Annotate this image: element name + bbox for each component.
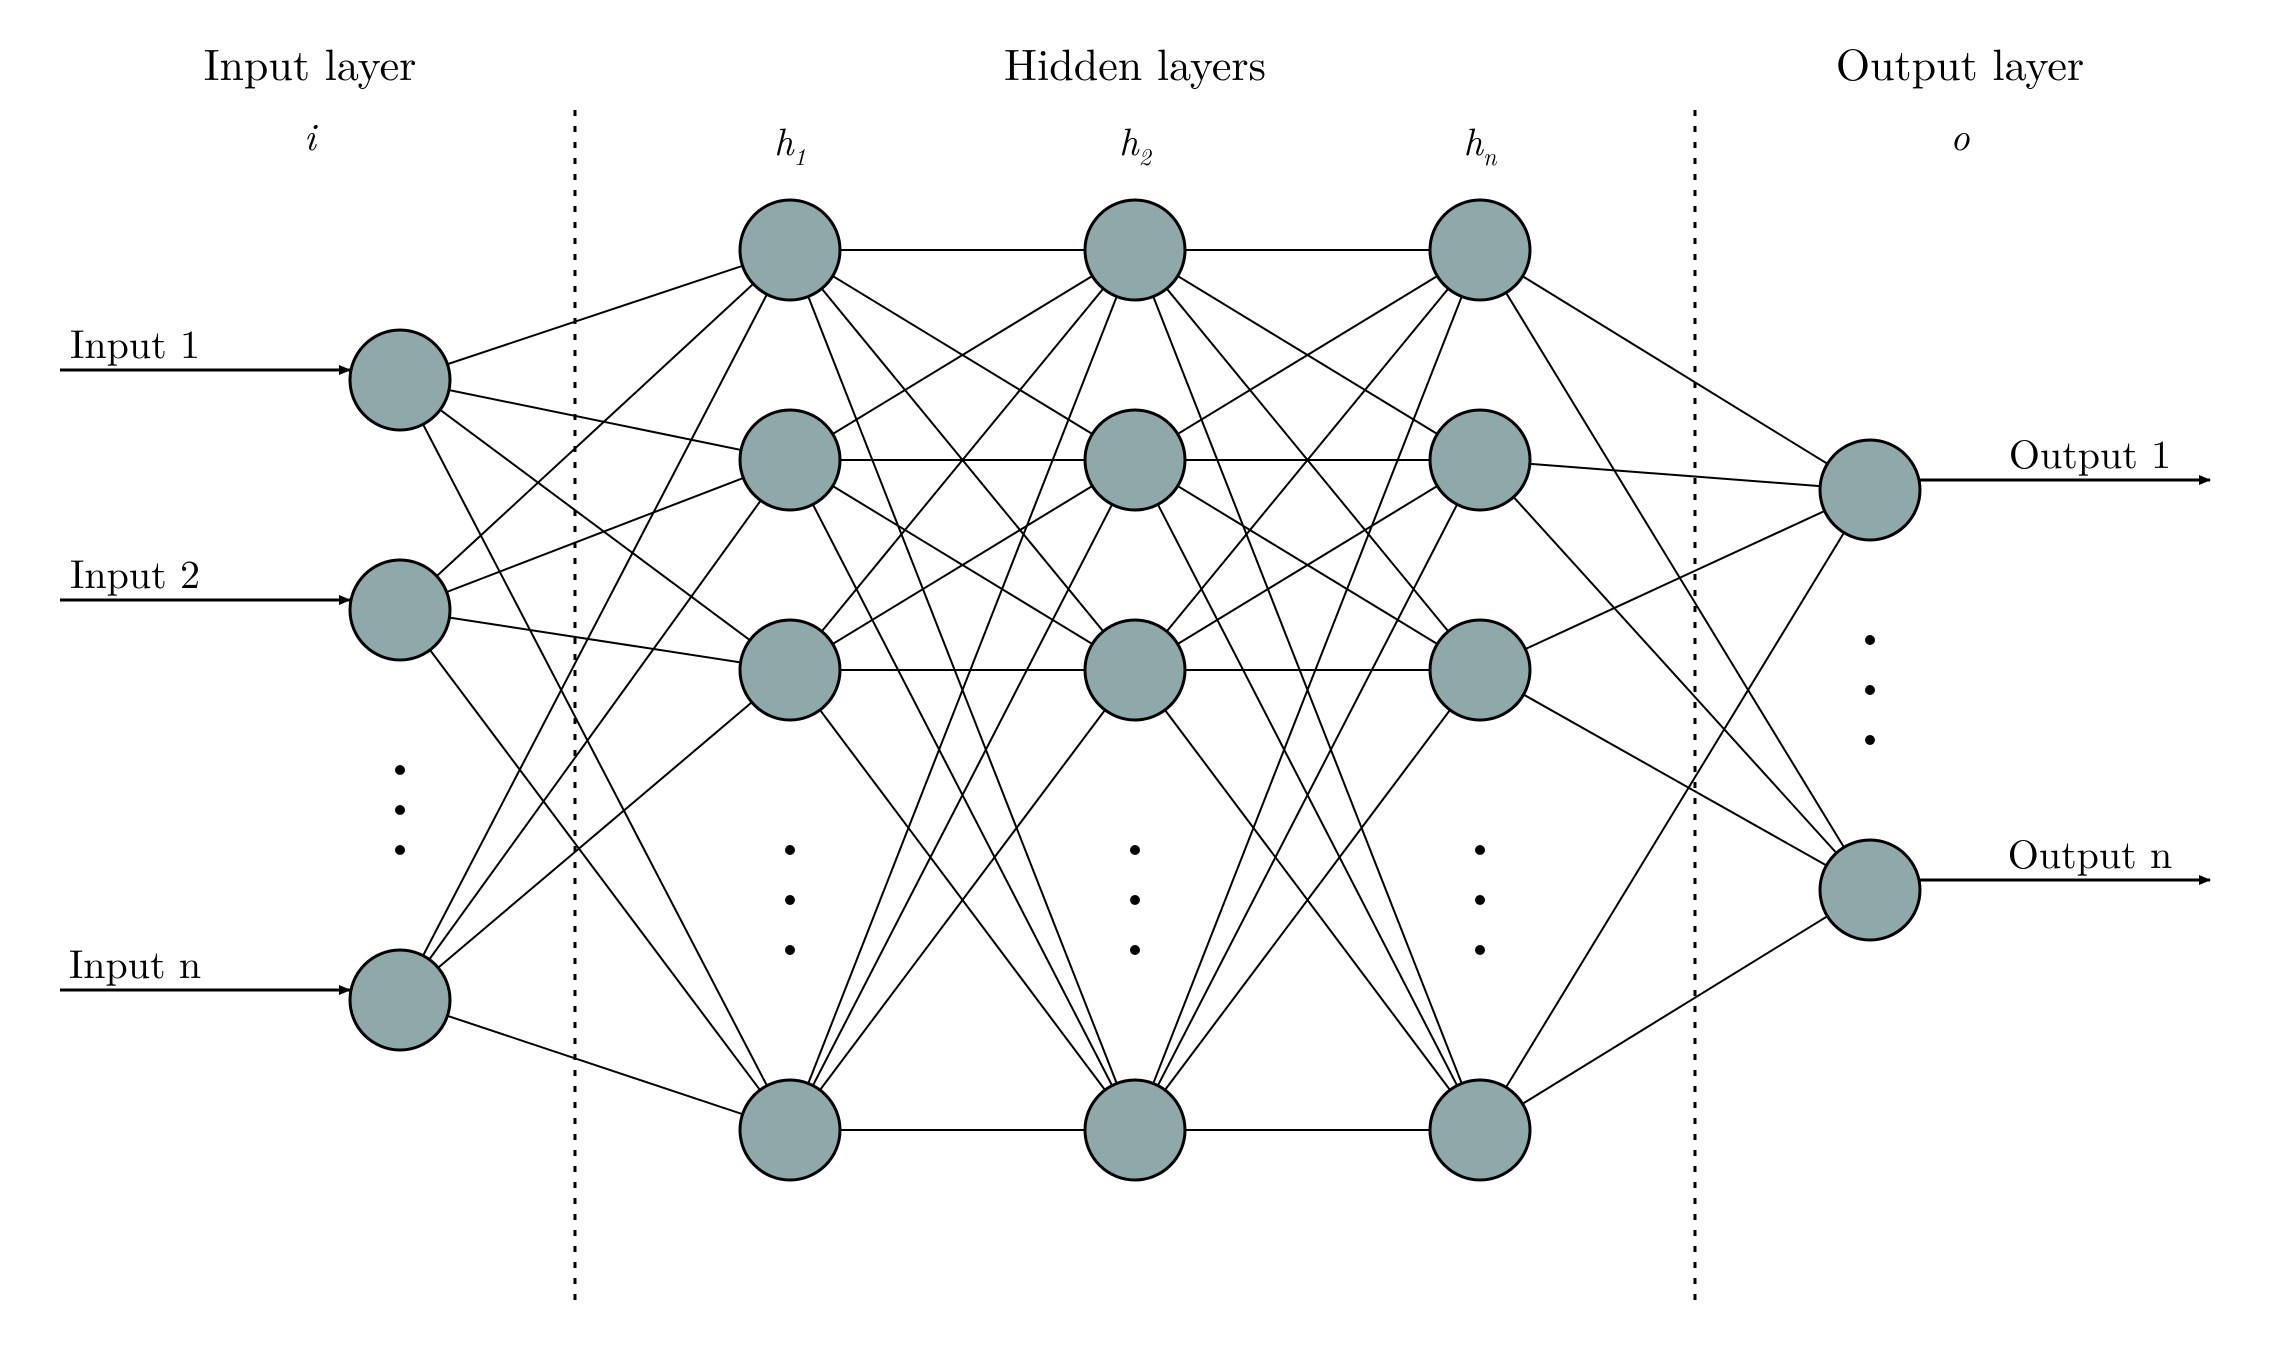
h2-node — [1085, 1080, 1185, 1180]
h2-node — [1085, 200, 1185, 300]
hn-sub: hn — [1464, 113, 1498, 172]
output-sub: o — [1950, 108, 1970, 162]
io-label: Input 2 — [70, 543, 200, 600]
output-node — [1820, 840, 1920, 940]
hn-node — [1430, 200, 1530, 300]
h1-node — [740, 410, 840, 510]
h2-sub: h2 — [1119, 113, 1152, 172]
io-label: Input n — [69, 933, 201, 990]
h1-node — [740, 1080, 840, 1180]
h1-sub: h1 — [774, 113, 806, 172]
input-node — [350, 950, 450, 1050]
input-sub: i — [304, 108, 318, 162]
h1-node — [740, 620, 840, 720]
h2-node — [1085, 410, 1185, 510]
hn-node — [1430, 1080, 1530, 1180]
nodes — [350, 200, 1920, 1180]
input-node — [350, 560, 450, 660]
h1-node — [740, 200, 840, 300]
hn-node — [1430, 620, 1530, 720]
section-title: Hidden layers — [1004, 30, 1266, 93]
io-label: Output 1 — [2009, 423, 2171, 480]
io-label: Output n — [2008, 823, 2173, 880]
io-label: Input 1 — [70, 313, 200, 370]
hn-node — [1430, 410, 1530, 510]
section-title: Output layer — [1836, 30, 2084, 93]
neural-network-diagram: Input 1 Input 2 Input n Output 1 Output n Inp… — [0, 0, 2272, 1353]
section-title: Input layer — [204, 30, 417, 93]
h2-node — [1085, 620, 1185, 720]
output-node — [1820, 440, 1920, 540]
input-node — [350, 330, 450, 430]
